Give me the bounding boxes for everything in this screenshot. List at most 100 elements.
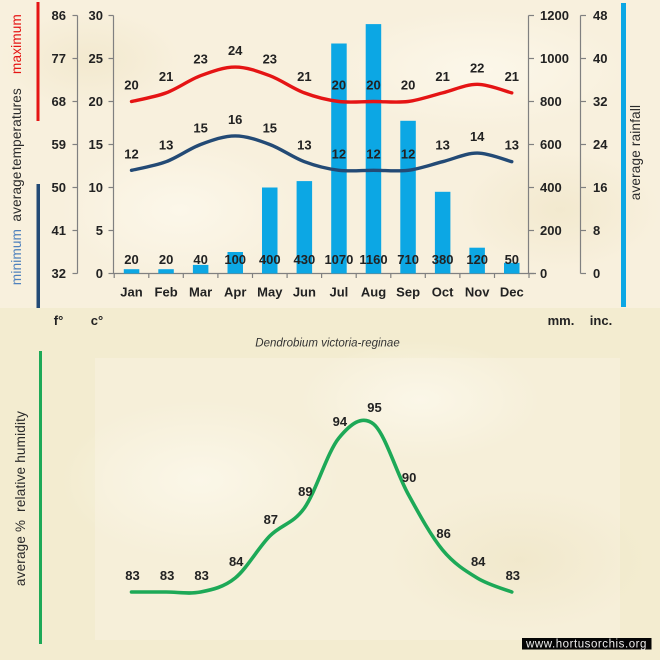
svg-text:12: 12 xyxy=(124,146,138,161)
svg-text:21: 21 xyxy=(435,69,449,84)
svg-text:48: 48 xyxy=(593,8,607,23)
svg-text:20: 20 xyxy=(366,78,380,93)
svg-text:50: 50 xyxy=(52,180,66,195)
svg-text:Oct: Oct xyxy=(432,285,454,300)
svg-text:32: 32 xyxy=(52,266,66,281)
svg-text:23: 23 xyxy=(193,52,207,67)
svg-text:120: 120 xyxy=(466,252,488,267)
svg-text:c°: c° xyxy=(91,313,103,328)
svg-text:21: 21 xyxy=(505,69,519,84)
svg-text:13: 13 xyxy=(435,138,449,153)
svg-text:15: 15 xyxy=(263,121,277,136)
svg-text:temperatures: temperatures xyxy=(9,88,24,170)
svg-text:Feb: Feb xyxy=(155,285,178,300)
svg-text:25: 25 xyxy=(89,51,103,66)
svg-text:average: average xyxy=(9,171,24,221)
svg-text:Apr: Apr xyxy=(224,285,246,300)
svg-text:Jan: Jan xyxy=(120,285,142,300)
svg-text:20: 20 xyxy=(124,78,138,93)
svg-text:15: 15 xyxy=(89,137,103,152)
svg-text:16: 16 xyxy=(228,112,242,127)
svg-text:14: 14 xyxy=(470,129,485,144)
svg-text:89: 89 xyxy=(298,484,312,499)
svg-text:13: 13 xyxy=(505,138,519,153)
svg-text:20: 20 xyxy=(89,94,103,109)
svg-text:Jul: Jul xyxy=(330,285,349,300)
svg-text:200: 200 xyxy=(540,223,562,238)
svg-text:430: 430 xyxy=(294,252,316,267)
svg-text:50: 50 xyxy=(505,252,519,267)
svg-text:1070: 1070 xyxy=(324,252,353,267)
svg-text:Sep: Sep xyxy=(396,285,420,300)
svg-text:8: 8 xyxy=(593,223,600,238)
svg-text:90: 90 xyxy=(402,470,416,485)
svg-text:15: 15 xyxy=(193,121,207,136)
svg-text:710: 710 xyxy=(397,252,419,267)
svg-text:21: 21 xyxy=(297,69,311,84)
svg-text:84: 84 xyxy=(471,554,486,569)
svg-text:20: 20 xyxy=(159,252,173,267)
svg-text:maximum: maximum xyxy=(9,14,24,74)
svg-text:Aug: Aug xyxy=(361,285,386,300)
svg-text:inc.: inc. xyxy=(590,313,612,328)
svg-text:94: 94 xyxy=(333,414,348,429)
svg-text:average rainfall: average rainfall xyxy=(628,105,643,201)
svg-text:5: 5 xyxy=(96,223,103,238)
svg-text:40: 40 xyxy=(193,252,207,267)
svg-text:Jun: Jun xyxy=(293,285,316,300)
svg-text:www.hortusorchis.org: www.hortusorchis.org xyxy=(525,639,647,651)
svg-text:Mar: Mar xyxy=(189,285,212,300)
svg-text:30: 30 xyxy=(89,8,103,23)
svg-text:68: 68 xyxy=(52,94,66,109)
svg-text:95: 95 xyxy=(367,400,381,415)
svg-text:86: 86 xyxy=(436,526,450,541)
svg-text:0: 0 xyxy=(593,266,600,281)
svg-text:20: 20 xyxy=(332,78,346,93)
svg-text:23: 23 xyxy=(263,52,277,67)
svg-text:12: 12 xyxy=(332,146,346,161)
svg-text:1200: 1200 xyxy=(540,8,569,23)
svg-text:0: 0 xyxy=(540,266,547,281)
svg-text:Dendrobium victoria-reginae: Dendrobium victoria-reginae xyxy=(255,338,399,350)
svg-text:24: 24 xyxy=(228,43,243,58)
svg-text:59: 59 xyxy=(52,137,66,152)
svg-text:40: 40 xyxy=(593,51,607,66)
svg-text:May: May xyxy=(257,285,283,300)
svg-text:12: 12 xyxy=(401,146,415,161)
svg-text:400: 400 xyxy=(540,180,562,195)
svg-text:83: 83 xyxy=(160,568,174,583)
svg-text:83: 83 xyxy=(506,568,520,583)
svg-text:16: 16 xyxy=(593,180,607,195)
svg-text:1000: 1000 xyxy=(540,51,569,66)
svg-text:77: 77 xyxy=(52,51,66,66)
svg-text:22: 22 xyxy=(470,60,484,75)
svg-text:87: 87 xyxy=(264,512,278,527)
svg-text:600: 600 xyxy=(540,137,562,152)
svg-text:13: 13 xyxy=(159,138,173,153)
svg-text:800: 800 xyxy=(540,94,562,109)
svg-text:380: 380 xyxy=(432,252,454,267)
svg-text:83: 83 xyxy=(194,568,208,583)
svg-text:400: 400 xyxy=(259,252,281,267)
svg-text:average % relative humidity: average % relative humidity xyxy=(13,411,28,586)
svg-text:12: 12 xyxy=(366,146,380,161)
svg-text:83: 83 xyxy=(125,568,139,583)
svg-text:20: 20 xyxy=(401,78,415,93)
svg-text:0: 0 xyxy=(96,266,103,281)
svg-text:Nov: Nov xyxy=(465,285,490,300)
svg-text:100: 100 xyxy=(224,252,246,267)
svg-text:41: 41 xyxy=(52,223,66,238)
svg-text:1160: 1160 xyxy=(359,252,387,267)
svg-text:minimum: minimum xyxy=(9,229,24,285)
svg-text:Dec: Dec xyxy=(500,285,524,300)
svg-text:21: 21 xyxy=(159,69,173,84)
svg-text:24: 24 xyxy=(593,137,608,152)
svg-text:f°: f° xyxy=(54,313,64,328)
svg-text:86: 86 xyxy=(52,8,66,23)
svg-text:32: 32 xyxy=(593,94,607,109)
svg-text:13: 13 xyxy=(297,138,311,153)
svg-text:10: 10 xyxy=(89,180,103,195)
svg-text:mm.: mm. xyxy=(548,313,575,328)
svg-text:20: 20 xyxy=(124,252,138,267)
svg-text:84: 84 xyxy=(229,554,244,569)
